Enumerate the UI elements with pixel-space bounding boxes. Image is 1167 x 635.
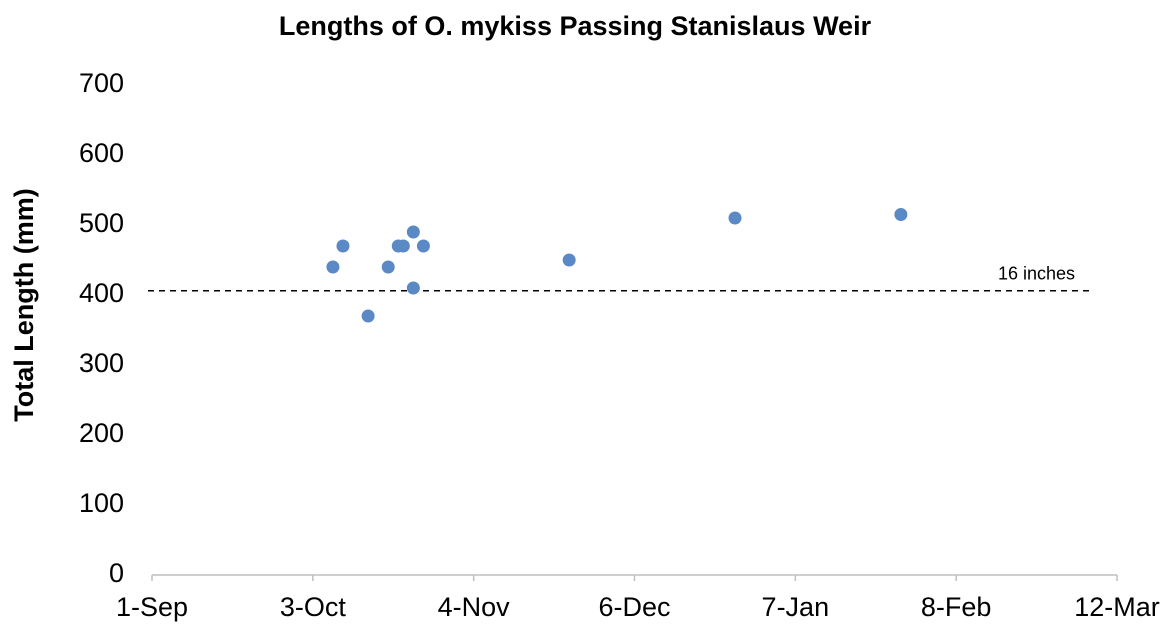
x-tick-label: 4-Nov	[438, 592, 511, 622]
y-tick-label: 100	[79, 488, 124, 518]
x-tick-label: 8-Feb	[921, 592, 992, 622]
y-tick-label: 700	[79, 68, 124, 98]
y-tick-label: 300	[79, 348, 124, 378]
x-tick-label: 1-Sep	[116, 592, 188, 622]
y-tick-label: 0	[109, 558, 124, 588]
point	[406, 225, 420, 239]
point	[381, 260, 395, 274]
reference-label: 16 inches	[998, 264, 1075, 284]
point	[326, 260, 340, 274]
point	[416, 239, 430, 253]
point	[562, 253, 576, 267]
y-tick-label: 600	[79, 138, 124, 168]
point	[406, 281, 420, 295]
y-axis-label: Total Length (mm)	[9, 188, 39, 421]
point	[361, 309, 375, 323]
x-tick-label: 7-Jan	[762, 592, 830, 622]
y-tick-label: 400	[79, 278, 124, 308]
x-tick-label: 12-Mar	[1074, 592, 1160, 622]
chart-title: Lengths of O. mykiss Passing Stanislaus …	[279, 11, 872, 41]
point	[396, 239, 410, 253]
y-tick-label: 500	[79, 208, 124, 238]
point	[894, 208, 908, 221]
y-tick-label: 200	[79, 418, 124, 448]
x-tick-label: 6-Dec	[598, 592, 670, 622]
x-tick-label: 3-Oct	[280, 592, 347, 622]
point	[728, 211, 742, 225]
point	[336, 239, 350, 253]
